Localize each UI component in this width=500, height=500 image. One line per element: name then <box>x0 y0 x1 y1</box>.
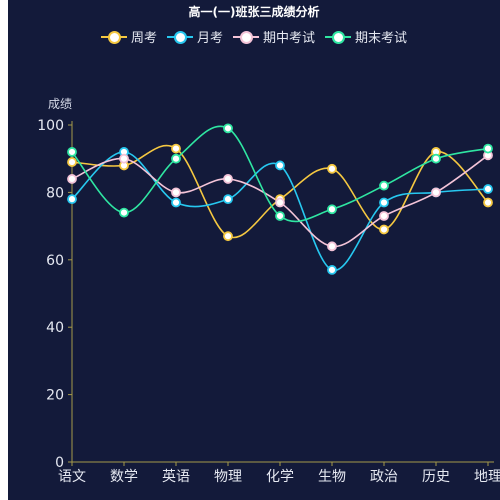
legend: 周考 月考 期中考试 期末考试 <box>8 27 500 46</box>
legend-swatch-icon <box>100 30 127 44</box>
x-tick-label: 数学 <box>110 469 138 485</box>
series-line-3 <box>71 125 489 223</box>
data-point-1-2 <box>171 197 181 208</box>
y-tick-label: 100 <box>37 118 64 134</box>
data-point-3-0 <box>67 147 77 157</box>
series-line-0 <box>71 144 489 239</box>
legend-label: 期中考试 <box>263 31 316 46</box>
data-point-0-3 <box>223 231 233 242</box>
x-tick-label: 物理 <box>214 469 242 485</box>
legend-label: 期末考试 <box>355 31 408 46</box>
data-point-2-4 <box>275 197 285 208</box>
data-point-3-4 <box>275 211 285 221</box>
x-tick-label: 语文 <box>58 469 86 485</box>
data-point-3-1 <box>119 207 129 218</box>
legend-swatch-icon <box>233 30 259 44</box>
data-point-0-6 <box>379 224 389 235</box>
y-tick-label: 0 <box>55 455 64 471</box>
data-point-2-0 <box>67 174 77 184</box>
data-point-0-8 <box>483 197 493 208</box>
legend-item-3[interactable]: 期末考试 <box>325 27 407 46</box>
data-point-1-8 <box>483 184 493 194</box>
legend-item-1[interactable]: 月考 <box>166 27 223 46</box>
x-tick-label: 化学 <box>266 469 294 485</box>
chart-title: 高一(一)班张三成绩分析 <box>188 5 320 19</box>
legend-label: 周考 <box>130 31 157 46</box>
chart-panel: 高一(一)班张三成绩分析 周考 月考 期中考试 期末考试 <box>8 0 500 500</box>
y-axis-title: 成绩 <box>48 97 72 111</box>
y-tick-label: 80 <box>46 185 64 201</box>
legend-label: 月考 <box>196 31 223 46</box>
x-tick-label: 地理 <box>474 469 500 485</box>
x-tick-label: 英语 <box>162 468 190 485</box>
data-point-2-3 <box>223 174 233 184</box>
legend-item-2[interactable]: 期中考试 <box>233 27 315 46</box>
x-tick-label: 政治 <box>370 469 398 485</box>
data-point-3-5 <box>327 204 337 215</box>
data-point-2-5 <box>327 241 337 252</box>
x-tick-label: 历史 <box>422 469 450 485</box>
data-point-1-5 <box>327 265 337 275</box>
data-point-3-2 <box>171 153 181 164</box>
y-tick-label: 60 <box>46 253 64 269</box>
data-point-2-2 <box>171 187 181 198</box>
data-point-1-0 <box>67 194 77 205</box>
data-point-1-6 <box>379 197 389 208</box>
data-point-2-1 <box>119 153 129 164</box>
data-point-3-8 <box>483 143 493 154</box>
data-point-0-0 <box>67 157 77 167</box>
data-point-2-6 <box>379 211 389 221</box>
legend-swatch-icon <box>166 30 193 44</box>
x-tick-label: 生物 <box>318 469 346 485</box>
data-point-1-3 <box>223 194 233 205</box>
data-point-2-7 <box>431 187 441 198</box>
legend-item-0[interactable]: 周考 <box>100 27 157 46</box>
legend-swatch-icon <box>325 30 352 44</box>
data-point-3-6 <box>379 180 389 191</box>
data-point-3-7 <box>431 153 441 164</box>
y-tick-label: 40 <box>46 320 64 336</box>
data-point-1-4 <box>275 160 285 171</box>
y-tick-label: 20 <box>46 388 64 404</box>
data-point-0-5 <box>327 163 337 174</box>
data-point-3-3 <box>223 123 233 134</box>
data-point-0-2 <box>171 143 181 154</box>
